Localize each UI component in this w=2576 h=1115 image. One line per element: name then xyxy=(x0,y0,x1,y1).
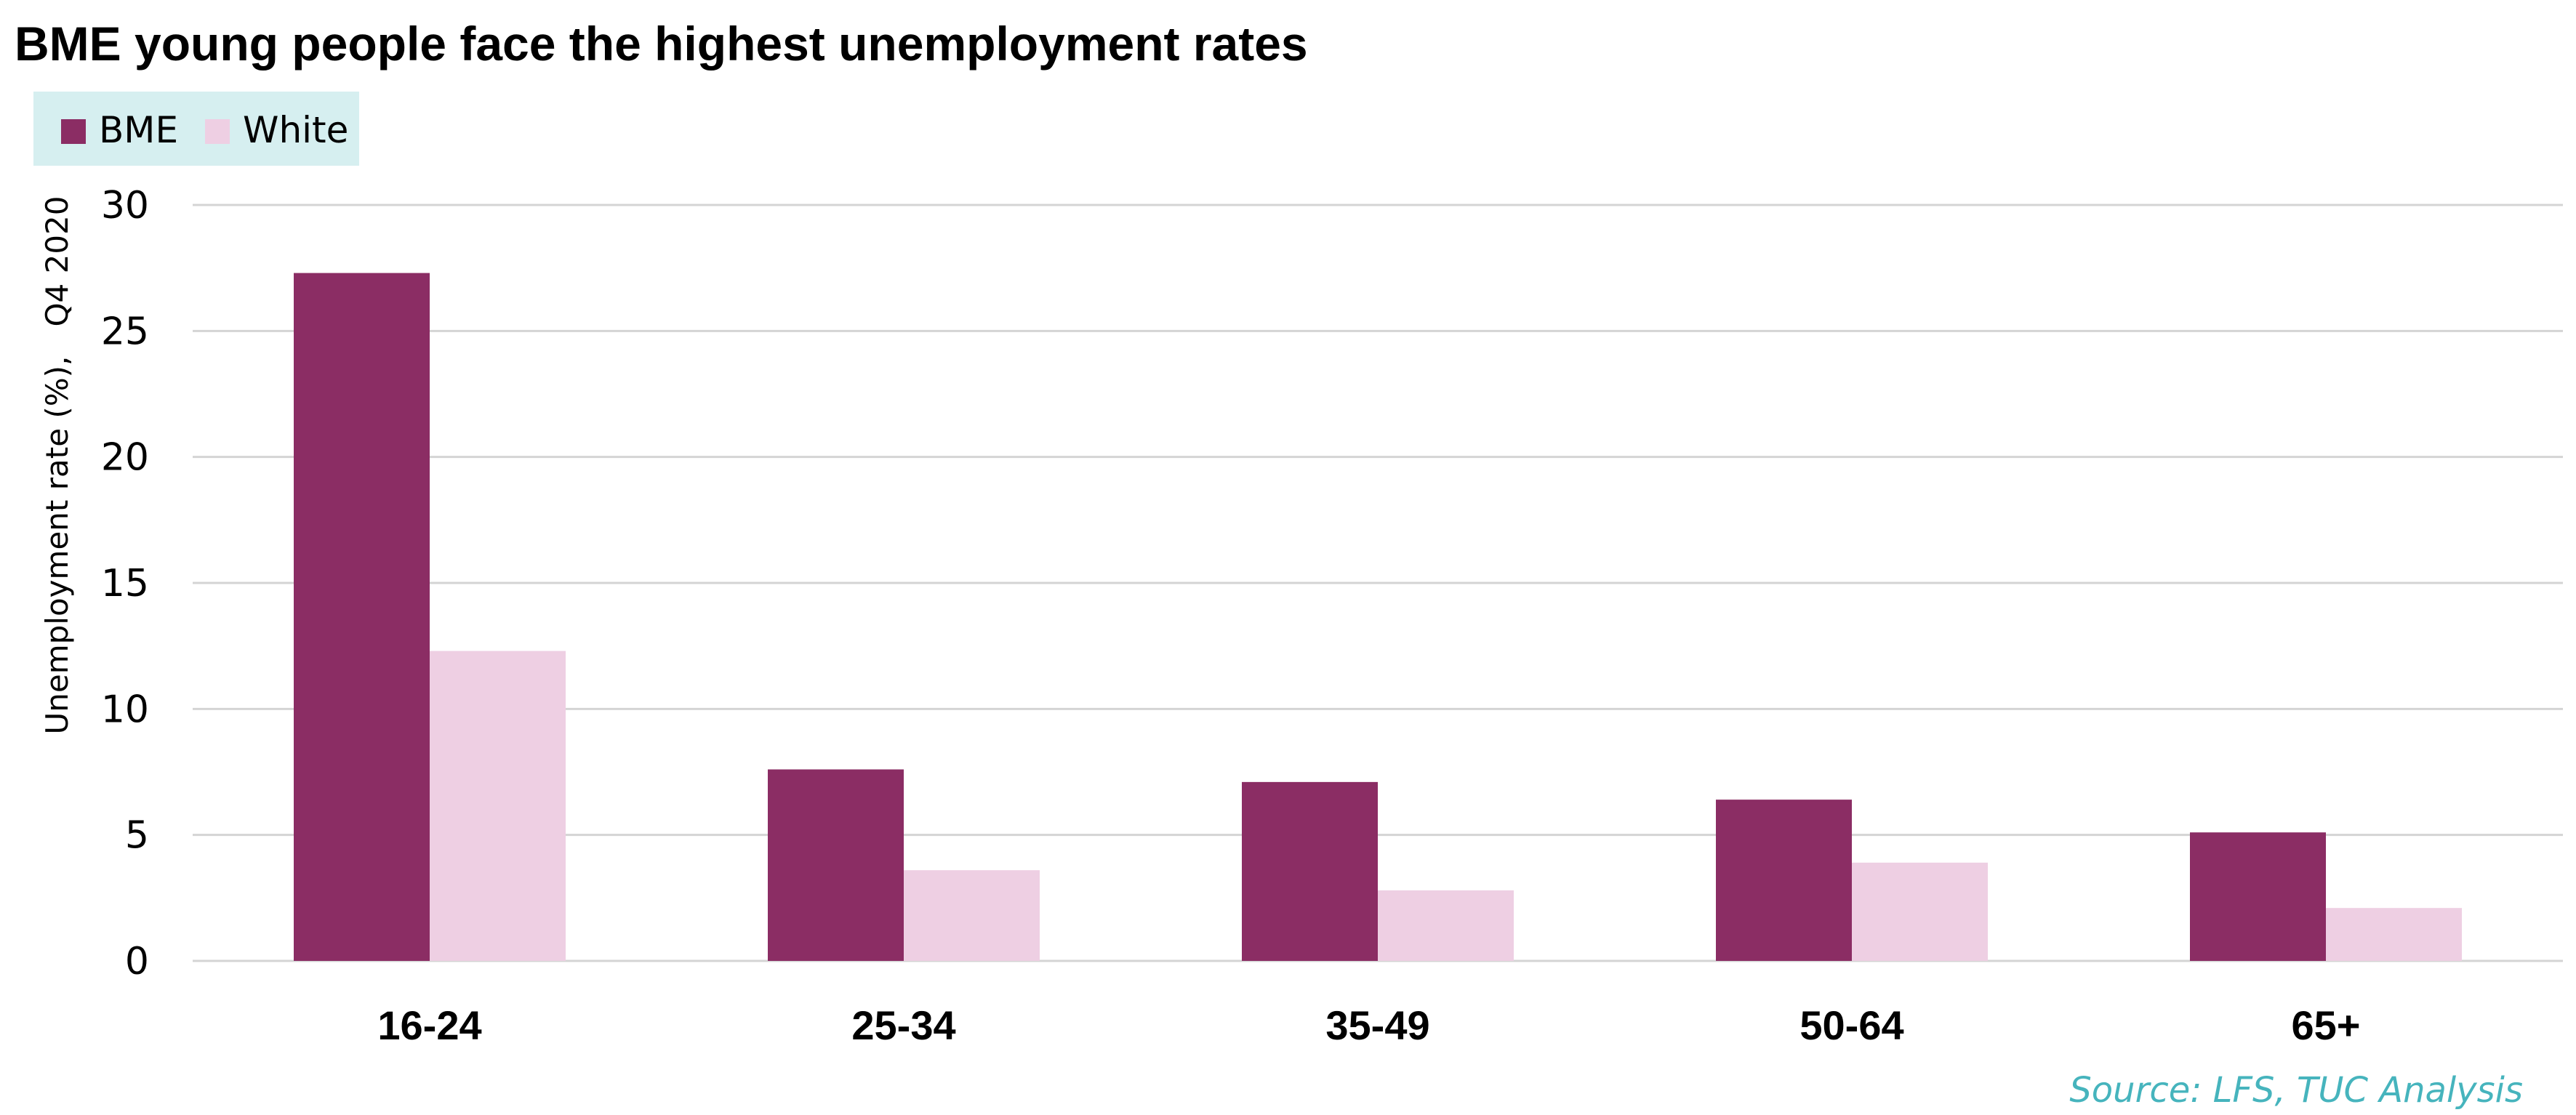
legend-swatch-bme xyxy=(61,119,86,144)
bar-white-35-49 xyxy=(1378,890,1514,961)
x-category-label: 35-49 xyxy=(1325,1002,1429,1048)
bar-bme-16-24 xyxy=(294,273,430,962)
legend-label-white: White xyxy=(243,109,348,151)
x-category-label: 65+ xyxy=(2292,1002,2361,1048)
bar-white-25-34 xyxy=(904,870,1040,961)
y-tick-label: 20 xyxy=(101,436,149,480)
y-tick-label: 25 xyxy=(101,310,149,353)
bar-bme-35-49 xyxy=(1242,781,1378,961)
x-axis-labels: 16-24 25-34 35-49 50-64 65+ xyxy=(377,1002,2360,1048)
chart-title: BME young people face the highest unempl… xyxy=(15,17,1308,71)
bar-bme-65+ xyxy=(2190,832,2326,961)
legend-label-bme: BME xyxy=(99,109,178,151)
y-tick-label: 15 xyxy=(101,562,149,605)
y-tick-label: 30 xyxy=(101,184,149,228)
y-tick-label: 0 xyxy=(125,940,149,983)
legend-swatch-white xyxy=(205,119,230,144)
bar-bme-25-34 xyxy=(768,769,904,961)
bar-white-16-24 xyxy=(430,651,566,961)
x-category-label: 25-34 xyxy=(851,1002,955,1048)
bar-bme-50-64 xyxy=(1716,800,1852,961)
bars xyxy=(294,273,2462,962)
bar-white-50-64 xyxy=(1852,862,1988,961)
gridlines xyxy=(193,204,2563,962)
x-category-label: 16-24 xyxy=(377,1002,481,1048)
y-axis-title: Unemployment rate (%), Q4 2020 xyxy=(39,196,75,735)
bar-white-65+ xyxy=(2326,908,2462,961)
y-axis-ticks: 0 5 10 15 20 25 30 xyxy=(101,184,149,983)
y-tick-label: 5 xyxy=(125,814,149,858)
legend-background xyxy=(33,92,359,166)
chart-legend: BME White xyxy=(33,92,359,166)
y-tick-label: 10 xyxy=(101,688,149,731)
source-note: Source: LFS, TUC Analysis xyxy=(2069,1070,2523,1111)
x-category-label: 50-64 xyxy=(1799,1002,1903,1048)
